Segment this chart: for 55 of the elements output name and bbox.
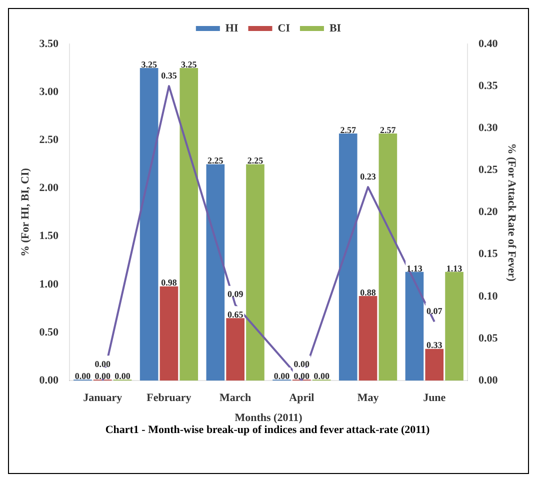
x-tick-label: June <box>423 392 446 404</box>
legend-label: HI <box>225 22 238 34</box>
data-label: 0.00 <box>114 370 131 381</box>
y2-tick-label: 0.15 <box>478 248 498 260</box>
caption: Chart1 - Month-wise break-up of indices and fever attack-rate (2011) <box>104 424 431 436</box>
y-tick-label: 0.50 <box>39 326 59 338</box>
y2-tick-label: 0.00 <box>478 374 498 386</box>
x-tick-label: January <box>83 392 123 404</box>
data-label: 0.00 <box>294 358 310 369</box>
data-label: 2.57 <box>380 124 396 135</box>
y-tick-label: 3.00 <box>39 86 59 98</box>
y2-axis-title: % (For Attack Rate of Fever) <box>506 143 518 282</box>
y-tick-label: 3.50 <box>39 38 59 50</box>
data-label: 0.00 <box>94 370 111 381</box>
data-label: 2.25 <box>247 156 264 166</box>
x-tick-label: March <box>220 392 252 404</box>
legend-label: CI <box>278 22 290 34</box>
legend-label: BI <box>329 22 342 34</box>
data-label: 0.00 <box>314 370 330 381</box>
data-label: 3.25 <box>141 59 158 70</box>
data-label: 0.00 <box>294 370 310 381</box>
data-label: 0.00 <box>274 370 290 381</box>
data-label: 0.07 <box>426 306 443 316</box>
data-label: 1.13 <box>446 263 463 274</box>
y2-tick-label: 0.25 <box>478 164 498 176</box>
data-label: 0.09 <box>227 289 244 300</box>
data-label: 0.88 <box>360 287 376 298</box>
x-axis-title: Months (2011) <box>234 412 303 424</box>
y-tick-label: 1.50 <box>39 230 59 242</box>
y-tick-label: 2.00 <box>39 182 59 194</box>
data-label: 0.98 <box>161 278 178 288</box>
data-label: 0.00 <box>94 358 111 369</box>
y2-tick-label: 0.05 <box>478 332 498 344</box>
y2-tick-label: 0.10 <box>478 290 498 302</box>
y-axis-title: % (For HI, BI, CI) <box>19 168 32 257</box>
data-label: 2.57 <box>340 124 356 135</box>
data-label: 0.33 <box>426 340 443 350</box>
y2-tick-label: 0.35 <box>478 80 498 92</box>
y2-tick-label: 0.40 <box>478 38 498 50</box>
data-label: 1.13 <box>406 263 423 274</box>
x-tick-label: May <box>357 392 380 404</box>
x-tick-label: April <box>289 392 314 404</box>
data-label: 0.35 <box>161 70 178 80</box>
y-tick-label: 2.50 <box>39 134 59 146</box>
y-tick-label: 1.00 <box>39 278 59 290</box>
data-label: 0.00 <box>74 370 92 381</box>
data-label: 0.65 <box>227 309 244 320</box>
x-tick-label: February <box>146 392 192 404</box>
data-label: 3.25 <box>181 59 198 70</box>
data-label: 2.25 <box>208 156 224 166</box>
y2-tick-label: 0.20 <box>478 206 498 218</box>
y2-tick-label: 0.30 <box>478 122 498 134</box>
y-tick-label: 0.00 <box>39 374 59 386</box>
data-label: 0.23 <box>360 171 376 182</box>
bar <box>405 272 424 381</box>
